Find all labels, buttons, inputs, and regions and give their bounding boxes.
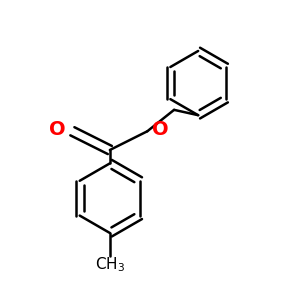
Text: CH$_3$: CH$_3$: [95, 256, 125, 274]
Text: O: O: [49, 120, 66, 140]
Text: O: O: [152, 120, 169, 140]
